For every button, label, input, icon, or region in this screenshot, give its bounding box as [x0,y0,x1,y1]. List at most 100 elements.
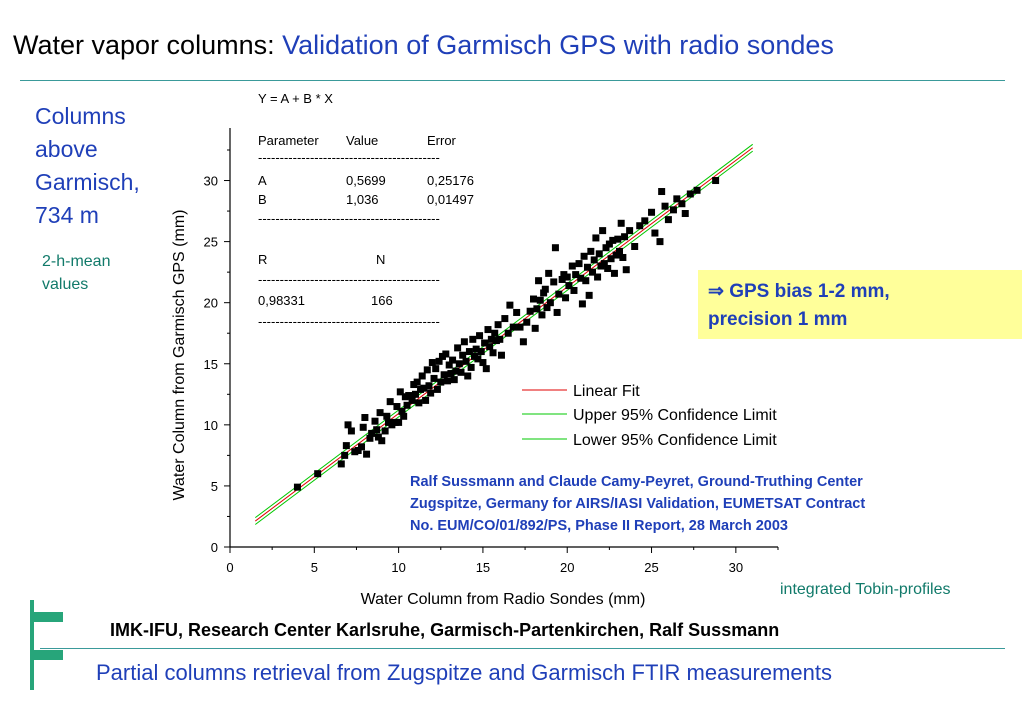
fit-table-separator: ----------------------------------------… [258,211,440,226]
data-point [509,323,517,331]
fit-n-label: N [376,252,385,267]
data-point [496,335,504,343]
data-point [651,229,659,237]
footer-logo-bar [30,650,63,660]
data-point [373,426,381,434]
data-point [344,421,352,429]
data-point [648,208,656,216]
data-point [664,216,672,224]
data-point [430,374,438,382]
data-point [405,392,413,400]
bias-conclusion-box: ⇒ GPS bias 1-2 mm, precision 1 mm [698,270,1022,339]
data-point [341,451,349,459]
data-point [433,385,441,393]
data-point [393,403,401,411]
fit-table-separator: ----------------------------------------… [258,272,440,287]
data-point [314,470,322,478]
y-tick-label: 25 [204,235,218,250]
data-point [592,234,600,242]
data-point [607,255,615,263]
data-point [626,227,634,235]
data-point [368,429,376,437]
data-point [619,253,627,261]
fit-equation: Y = A + B * X [258,91,333,106]
axis-ticks: 0 5 10 15 20 25 30 0 5 10 15 20 25 30 [204,149,779,575]
data-point [583,263,591,271]
data-point [486,343,494,351]
data-point [616,247,624,255]
title-highlight: Validation of Garmisch GPS with radio so… [282,30,834,60]
data-point [551,244,559,252]
data-point [395,418,403,426]
fit-row-a-name: A [258,173,267,188]
fit-table-separator: ----------------------------------------… [258,150,440,165]
citation-line: Zugspitze, Germany for AIRS/IASI Validat… [410,496,866,512]
precision-line: precision 1 mm [708,309,848,330]
data-point [455,360,463,368]
data-point [484,326,492,334]
data-point [428,359,436,367]
fit-table: Y = A + B * X Parameter Value Error ----… [258,91,474,329]
data-point [374,433,382,441]
x-tick-label: 10 [391,560,405,575]
fit-row-b-value: 1,036 [346,192,379,207]
data-point [400,412,408,420]
data-point [494,321,502,329]
data-point [445,361,453,369]
data-point [459,351,467,359]
data-point [686,190,694,198]
data-point [605,240,613,248]
legend-label-upper: Upper 95% Confidence Limit [573,407,777,424]
data-point [513,308,521,316]
data-point [550,278,558,286]
columns-label: Columns above Garmisch, 734 m [35,100,140,232]
data-point [604,264,612,272]
columns-label-line: Garmisch, [35,169,140,195]
title-prefix: Water vapor columns: [13,30,275,60]
data-point [545,269,553,277]
data-point [452,367,460,375]
data-point [415,399,423,407]
data-point [673,195,681,203]
data-point [712,177,720,185]
data-point [555,290,563,298]
data-point [621,233,629,241]
data-point [418,372,426,380]
footer-divider [40,648,1005,649]
data-point [535,277,543,285]
data-point [437,378,445,386]
data-point [541,285,549,293]
data-point [526,307,534,315]
data-point [519,338,527,346]
x-tick-label: 0 [226,560,233,575]
data-point [656,238,664,246]
fit-table-head-error: Error [427,133,457,148]
columns-label-line: Columns [35,103,126,129]
title-divider [20,80,1005,81]
legend-label-lower: Lower 95% Confidence Limit [573,432,777,449]
data-point [504,329,512,337]
data-point [363,450,371,458]
data-point [572,271,580,279]
footer-logo-bar [30,600,34,690]
data-point [610,269,618,277]
data-point [398,407,406,415]
mean-values-label: 2-h-mean values [42,250,110,296]
data-point [658,188,666,196]
data-point [516,323,524,331]
x-tick-label: 15 [476,560,490,575]
data-point [454,344,462,352]
data-point [479,359,487,367]
bias-line: ⇒ GPS bias 1-2 mm, [708,281,890,302]
fit-r-label: R [258,252,267,267]
data-point [447,370,455,378]
data-point [585,291,593,299]
data-point [422,396,430,404]
data-point [465,348,473,356]
data-point [477,348,485,356]
legend-label-fit: Linear Fit [573,383,640,400]
data-point [669,206,677,214]
data-point [383,412,391,420]
fit-table-separator: ----------------------------------------… [258,314,440,329]
